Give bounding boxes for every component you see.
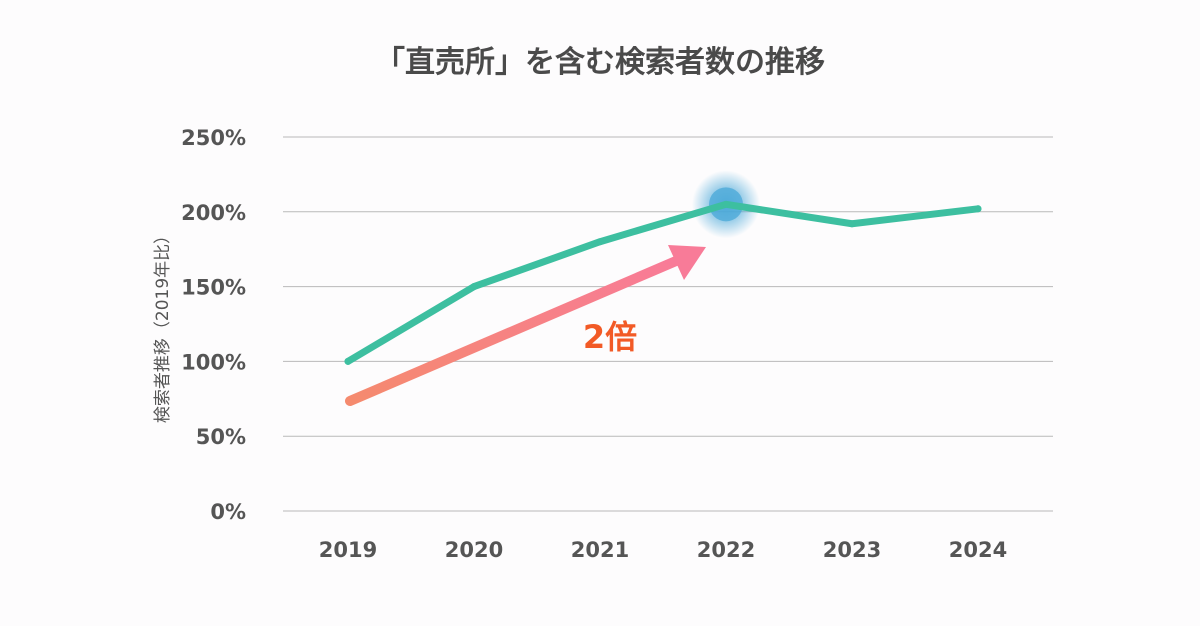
- y-axis-label: 検索者推移（2019年比）: [153, 227, 173, 423]
- y-tick-label: 200%: [181, 201, 246, 225]
- y-tick-label: 50%: [196, 425, 246, 449]
- x-tick-label: 2020: [445, 538, 503, 562]
- trend-arrow-shaft: [345, 256, 681, 406]
- data-point: [848, 220, 856, 228]
- annotation-label: 2倍: [583, 318, 637, 356]
- x-tick-label: 2021: [571, 538, 629, 562]
- annotation-layer: [345, 245, 706, 406]
- x-tick-label: 2023: [823, 538, 881, 562]
- data-point: [974, 205, 982, 213]
- x-tick-label: 2019: [319, 538, 377, 562]
- x-tick-label: 2024: [949, 538, 1007, 562]
- series-line: [344, 200, 982, 365]
- trend-arrow-head: [668, 245, 706, 280]
- y-tick-label: 150%: [181, 276, 246, 300]
- x-tick-label: 2022: [697, 538, 755, 562]
- series-layer: [344, 200, 982, 365]
- data-point: [596, 238, 604, 246]
- y-axis-ticks: 0% 50% 100% 150% 200% 250%: [181, 126, 246, 524]
- data-point: [722, 200, 730, 208]
- x-axis-ticks: 2019 2020 2021 2022 2023 2024: [319, 538, 1007, 562]
- y-tick-label: 100%: [181, 350, 246, 374]
- chart-title: 「直売所」を含む検索者数の推移: [375, 45, 825, 80]
- data-point: [470, 283, 478, 291]
- y-tick-label: 0%: [210, 500, 246, 524]
- y-tick-label: 250%: [181, 126, 246, 150]
- gridlines: [283, 136, 1053, 512]
- data-point: [344, 357, 352, 365]
